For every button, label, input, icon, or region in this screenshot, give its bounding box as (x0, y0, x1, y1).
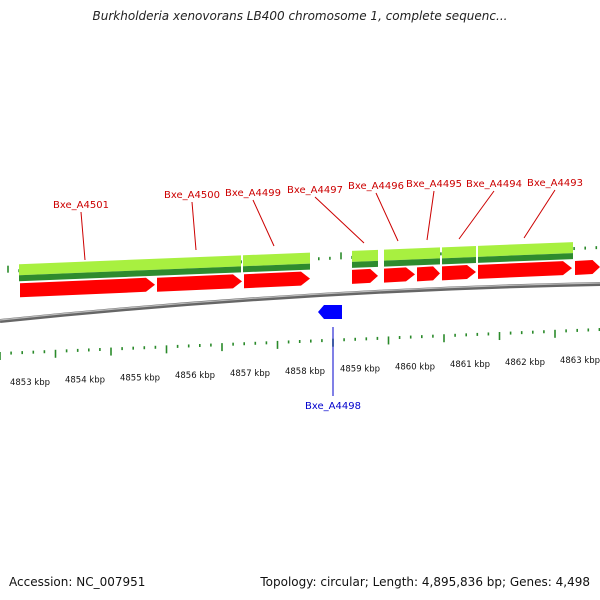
gene-leader-line (314, 196, 365, 244)
chromosome-backbone (0, 282, 600, 323)
forward-gene-arrow (417, 266, 440, 282)
feature-block-dark (243, 263, 310, 273)
feature-block-light (243, 252, 310, 267)
gene-labels: Bxe_A4501 Bxe_A4500 Bxe_A4499 Bxe_A4497 Bxe_… (53, 178, 583, 412)
feature-block-light (384, 247, 440, 261)
gene-label: Bxe_A4496 (348, 181, 404, 192)
gene-track (20, 260, 600, 319)
kbp-label: 4862 kbp (505, 358, 545, 368)
feature-block-light (352, 249, 378, 262)
gene-label: Bxe_A4501 (53, 200, 109, 211)
kbp-label: 4863 kbp (560, 356, 600, 366)
gene-leader-line (80, 211, 86, 261)
gene-label: Bxe_A4498 (305, 401, 361, 412)
feature-track (19, 242, 573, 282)
forward-gene-arrow (20, 277, 155, 298)
kbp-label: 4856 kbp (175, 371, 215, 381)
kbp-label: 4859 kbp (340, 365, 380, 375)
gene-label: Bxe_A4494 (466, 179, 522, 190)
kbp-label: 4858 kbp (285, 367, 325, 377)
gene-label: Bxe_A4500 (164, 190, 220, 201)
gene-leader-line (426, 190, 435, 241)
feature-block-dark (384, 258, 440, 267)
feature-block-dark (19, 266, 241, 282)
forward-gene-arrow (384, 267, 415, 283)
gene-leader-line (375, 192, 399, 242)
lower-tick-track (0, 328, 600, 360)
kbp-label: 4854 kbp (65, 376, 105, 386)
forward-gene-arrow (352, 268, 378, 284)
kbp-label: 4857 kbp (230, 369, 270, 379)
feature-block-dark (352, 260, 378, 268)
gene-leader-line (458, 190, 495, 240)
kbp-scale: 4853 kbp 4854 kbp 4855 kbp 4856 kbp 4857 kbp… (10, 356, 600, 388)
gene-label: Bxe_A4493 (527, 178, 583, 189)
gene-label: Bxe_A4495 (406, 179, 462, 190)
gene-leader-line (191, 201, 197, 251)
forward-gene-arrow (478, 261, 572, 279)
gene-leader-line (252, 199, 275, 247)
gene-leader-line (523, 189, 556, 239)
forward-gene-arrow (157, 274, 242, 292)
feature-block-dark (442, 256, 476, 265)
forward-gene-arrow (575, 260, 600, 275)
feature-block-light (19, 255, 241, 276)
accession-text: Accession: NC_007951 (9, 575, 146, 589)
kbp-label: 4853 kbp (10, 378, 50, 388)
feature-block-light (478, 242, 573, 257)
backbone-line (0, 282, 600, 323)
feature-block-light (442, 245, 476, 259)
reverse-gene-arrow (318, 305, 342, 319)
gene-label: Bxe_A4499 (225, 188, 281, 199)
backbone-highlight (0, 282, 600, 321)
gene-label: Bxe_A4497 (287, 185, 343, 196)
forward-gene-arrow (244, 271, 310, 289)
kbp-label: 4860 kbp (395, 362, 435, 372)
forward-gene-arrow (442, 264, 476, 281)
kbp-label: 4861 kbp (450, 360, 490, 370)
feature-block-dark (478, 253, 573, 263)
map-title: Burkholderia xenovorans LB400 chromosome… (92, 9, 508, 23)
kbp-label: 4855 kbp (120, 373, 160, 383)
topology-summary: Topology: circular; Length: 4,895,836 bp… (260, 575, 590, 589)
